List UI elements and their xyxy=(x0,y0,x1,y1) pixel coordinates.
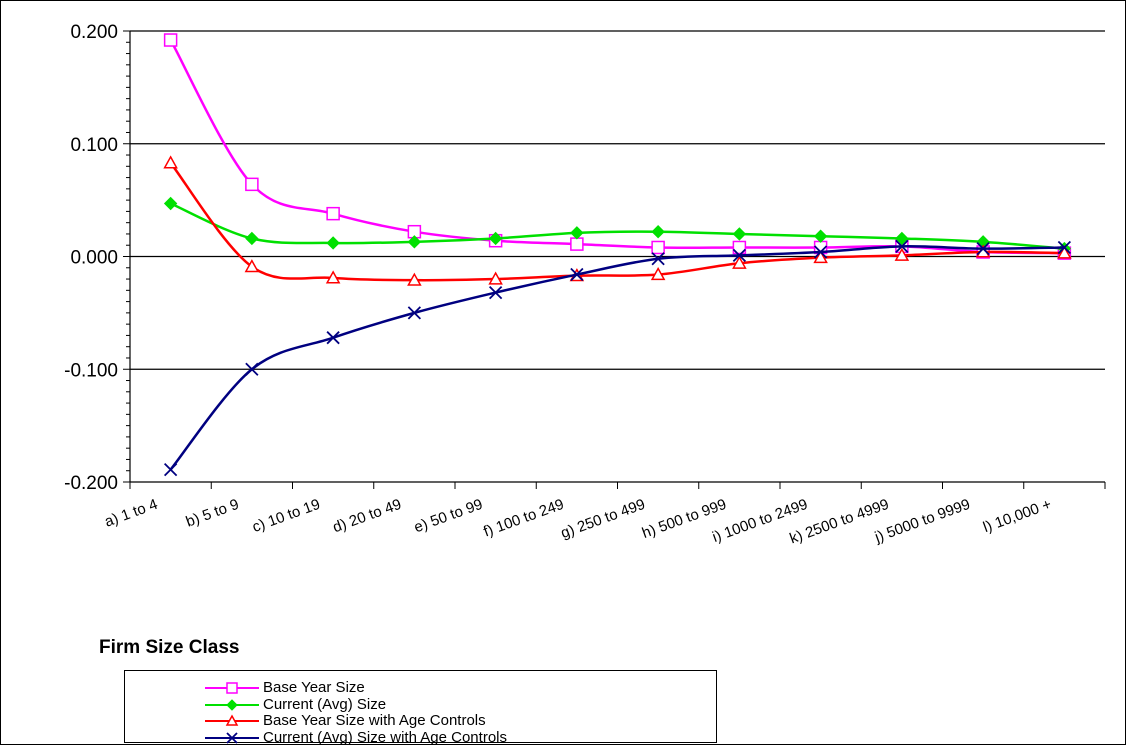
data-point xyxy=(407,235,422,249)
data-point xyxy=(651,252,665,266)
x-tick-label: g) 250 to 499 xyxy=(559,496,648,542)
data-point xyxy=(245,231,259,246)
series-line xyxy=(169,245,1065,471)
x-tick-label: a) 1 to 4 xyxy=(102,496,160,531)
data-point xyxy=(244,259,260,273)
y-tick-label: -0.200 xyxy=(64,473,118,494)
y-tick-label: 0.200 xyxy=(70,22,118,43)
data-point xyxy=(732,248,747,263)
data-point xyxy=(895,231,909,246)
data-point xyxy=(732,227,747,241)
series-4 xyxy=(163,239,1072,477)
data-point xyxy=(488,271,503,285)
data-point xyxy=(813,229,828,243)
data-point xyxy=(163,462,178,477)
x-tick-label: b) 5 to 9 xyxy=(184,496,242,531)
legend-swatch xyxy=(205,698,259,711)
x-tick-label: c) 10 to 19 xyxy=(250,496,322,536)
data-point xyxy=(163,155,178,169)
data-point xyxy=(570,267,584,282)
data-point xyxy=(407,272,422,286)
data-point xyxy=(326,236,340,250)
legend-marker xyxy=(226,731,238,744)
x-tick-label: d) 20 to 49 xyxy=(331,496,404,537)
series-line xyxy=(170,202,1065,250)
legend-swatch xyxy=(205,714,259,726)
data-point xyxy=(326,331,340,345)
data-point xyxy=(813,250,828,264)
legend-label: Current (Avg) Size with Age Controls xyxy=(263,728,507,746)
data-point xyxy=(245,177,259,192)
data-point xyxy=(651,224,665,239)
y-tick-label: 0.100 xyxy=(70,135,118,156)
data-point xyxy=(163,33,178,47)
data-point xyxy=(650,266,666,281)
y-tick-label: 0.000 xyxy=(70,248,118,269)
data-point xyxy=(732,240,747,255)
data-point xyxy=(570,226,584,240)
legend-marker xyxy=(226,682,238,694)
data-point xyxy=(894,247,910,261)
legend-item: Current (Avg) Size xyxy=(125,696,715,714)
data-point xyxy=(976,241,990,256)
x-tick-label: e) 50 to 99 xyxy=(412,496,485,537)
legend-swatch xyxy=(205,731,259,744)
x-axis-title: Firm Size Class xyxy=(99,637,240,658)
data-point xyxy=(732,255,747,269)
data-point xyxy=(895,239,909,253)
data-point xyxy=(488,231,503,246)
x-tick-label: f) 100 to 249 xyxy=(481,496,566,541)
data-point xyxy=(325,270,341,284)
legend-item: Base Year Size xyxy=(125,679,715,697)
data-point xyxy=(651,240,665,255)
x-tick-label: l) 10,000 + xyxy=(981,496,1054,536)
legend-label: Base Year Size with Age Controls xyxy=(263,712,486,729)
data-point xyxy=(570,237,584,251)
data-point xyxy=(163,196,178,211)
data-point xyxy=(326,206,340,221)
legend-item: Current (Avg) Size with Age Controls xyxy=(125,729,715,747)
y-tick-label: -0.100 xyxy=(64,360,118,381)
legend-label: Base Year Size xyxy=(263,679,365,696)
data-point xyxy=(1057,245,1072,259)
legend-marker xyxy=(225,714,239,726)
legend-swatch xyxy=(205,682,259,694)
data-point xyxy=(245,362,259,376)
series-line xyxy=(169,162,1065,282)
data-point xyxy=(1057,240,1072,255)
legend-label: Current (Avg) Size xyxy=(263,695,387,713)
data-point xyxy=(488,285,503,300)
legend-marker xyxy=(226,698,238,711)
legend: Base Year Size Current (Avg) Size Base Yea… xyxy=(124,670,717,746)
data-point xyxy=(813,245,828,259)
legend-item: Base Year Size with Age Controls xyxy=(125,712,715,730)
data-point xyxy=(407,306,422,320)
